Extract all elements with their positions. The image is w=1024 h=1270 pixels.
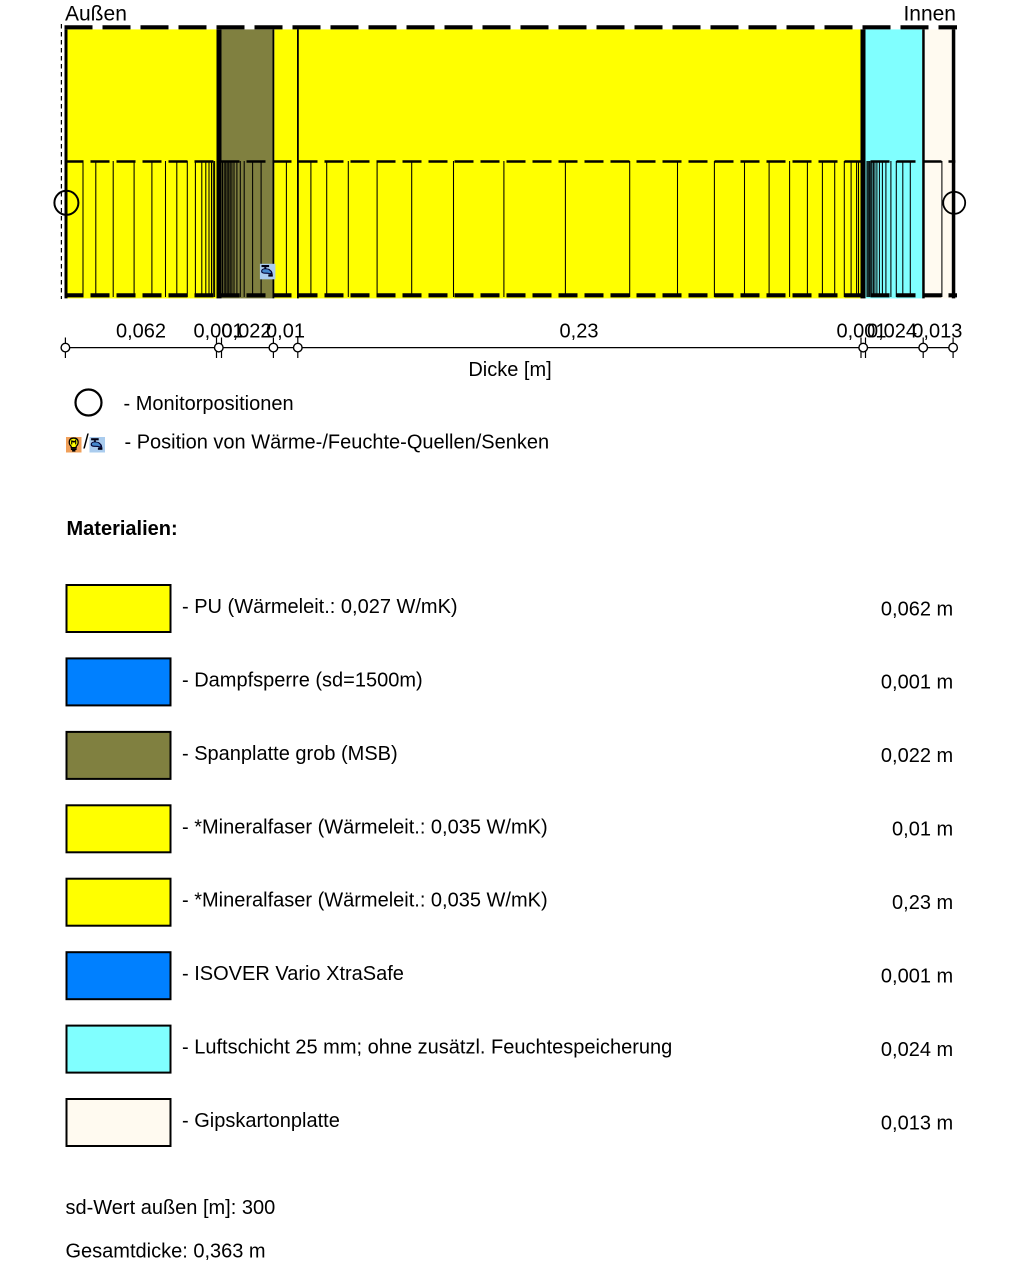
svg-text:0,23: 0,23 bbox=[560, 321, 599, 343]
svg-text:- Spanplatte grob (MSB): - Spanplatte grob (MSB) bbox=[182, 743, 398, 765]
svg-text:- Position von Wärme-/Feuchte-: - Position von Wärme-/Feuchte-Quellen/Se… bbox=[125, 432, 550, 454]
svg-text:0,001 m: 0,001 m bbox=[881, 965, 953, 987]
svg-text:- Luftschicht 25 mm; ohne zusä: - Luftschicht 25 mm; ohne zusätzl. Feuch… bbox=[182, 1037, 672, 1059]
svg-text:/: / bbox=[83, 432, 89, 454]
svg-text:0,024: 0,024 bbox=[867, 321, 917, 343]
svg-text:0,01 m: 0,01 m bbox=[892, 819, 953, 841]
svg-text:Gesamtdicke: 0,363 m: Gesamtdicke: 0,363 m bbox=[66, 1241, 266, 1263]
svg-text:0,062 m: 0,062 m bbox=[881, 598, 953, 620]
svg-text:0,01: 0,01 bbox=[266, 321, 305, 343]
svg-text:0,23 m: 0,23 m bbox=[892, 892, 953, 914]
svg-text:0,001: 0,001 bbox=[193, 321, 243, 343]
svg-text:Dicke [m]: Dicke [m] bbox=[468, 359, 551, 381]
svg-text:sd-Wert außen [m]: 300: sd-Wert außen [m]: 300 bbox=[66, 1197, 276, 1219]
svg-text:0,013: 0,013 bbox=[912, 321, 962, 343]
svg-text:Innen: Innen bbox=[903, 3, 956, 26]
svg-text:0,024 m: 0,024 m bbox=[881, 1039, 953, 1061]
svg-text:0,013 m: 0,013 m bbox=[881, 1112, 953, 1134]
svg-text:0,001: 0,001 bbox=[836, 321, 886, 343]
svg-text:- Monitorpositionen: - Monitorpositionen bbox=[124, 393, 294, 415]
svg-text:0,062: 0,062 bbox=[116, 321, 166, 343]
svg-text:- PU (Wärmeleit.: 0,027 W/mK): - PU (Wärmeleit.: 0,027 W/mK) bbox=[182, 596, 458, 618]
svg-text:Materialien:: Materialien: bbox=[67, 518, 178, 540]
svg-text:- *Mineralfaser (Wärmeleit.: 0: - *Mineralfaser (Wärmeleit.: 0,035 W/mK) bbox=[182, 890, 548, 912]
svg-text:- Dampfsperre (sd=1500m): - Dampfsperre (sd=1500m) bbox=[182, 669, 423, 691]
svg-text:0,022 m: 0,022 m bbox=[881, 745, 953, 767]
svg-text:Außen: Außen bbox=[65, 3, 127, 26]
svg-text:0,022: 0,022 bbox=[221, 321, 271, 343]
svg-text:- ISOVER Vario XtraSafe: - ISOVER Vario XtraSafe bbox=[182, 963, 404, 985]
svg-text:0,001 m: 0,001 m bbox=[881, 672, 953, 694]
svg-text:- *Mineralfaser (Wärmeleit.: 0: - *Mineralfaser (Wärmeleit.: 0,035 W/mK) bbox=[182, 816, 548, 838]
svg-text:- Gipskartonplatte: - Gipskartonplatte bbox=[182, 1110, 340, 1132]
